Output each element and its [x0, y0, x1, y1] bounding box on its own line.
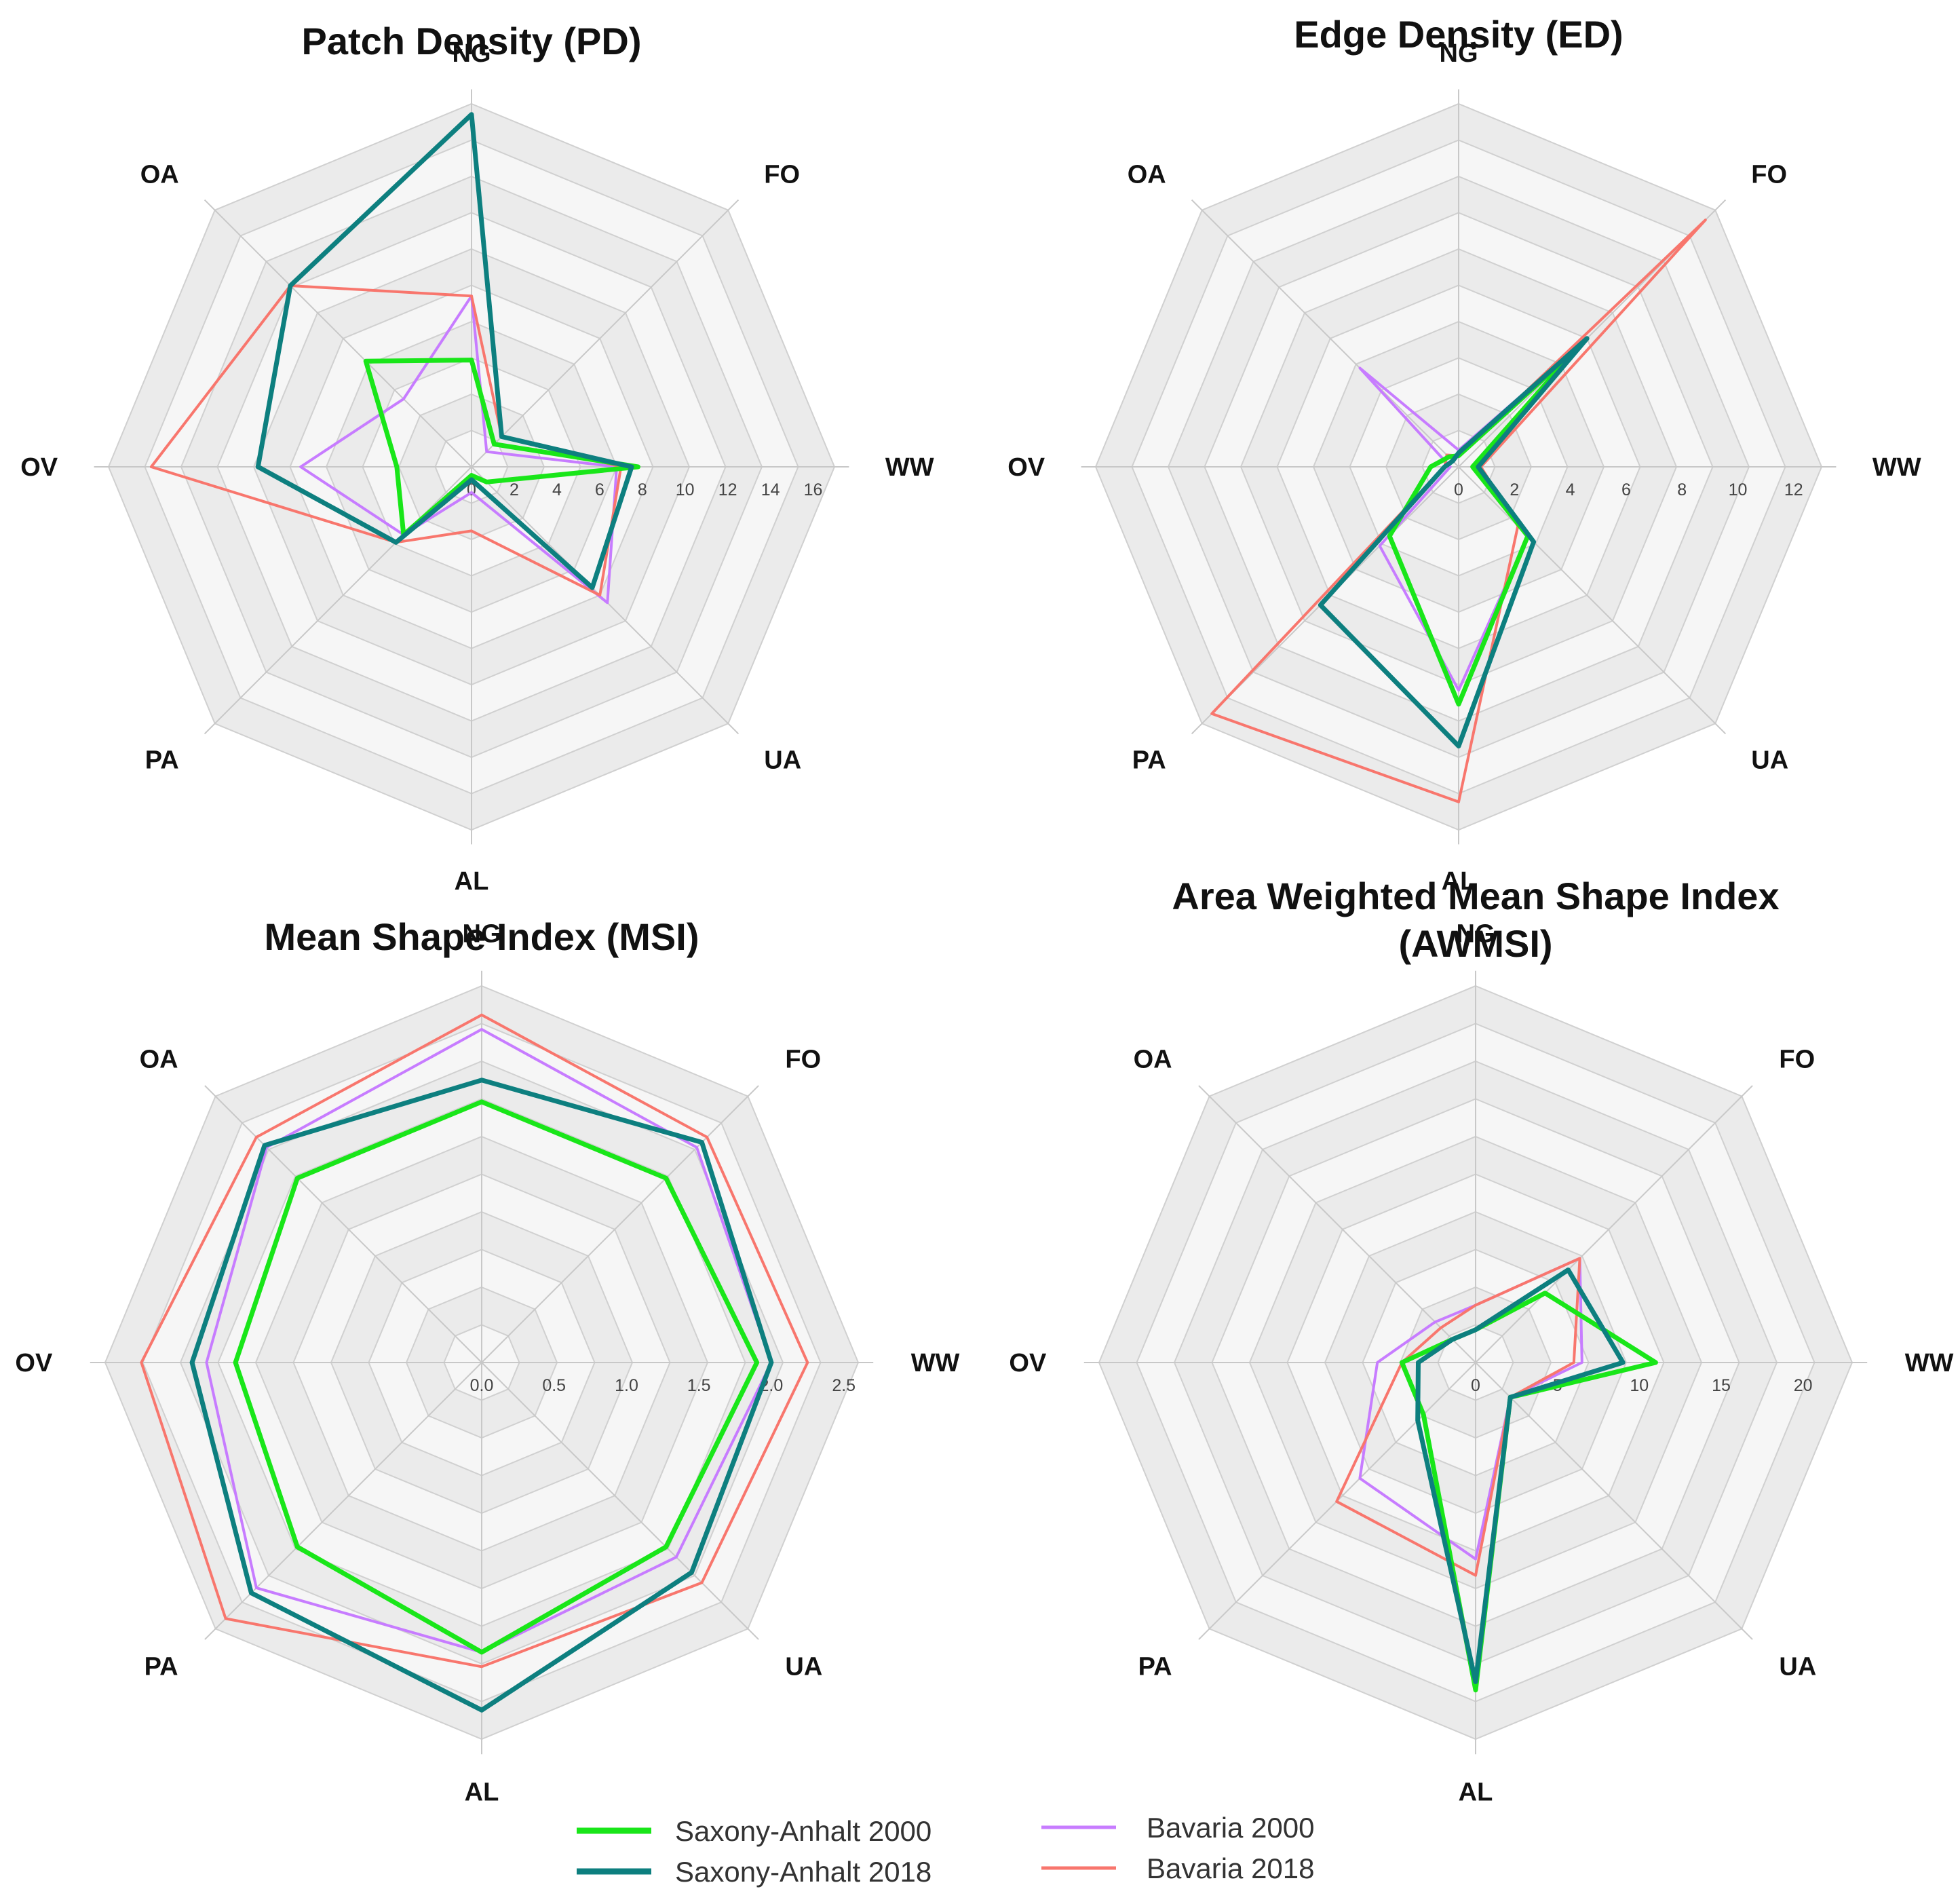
axis-label-oa: OA — [1134, 1046, 1172, 1074]
series-saxony-anhalt-2000 — [1399, 1291, 1658, 1693]
axis-label-ov: OV — [1009, 1349, 1047, 1377]
axis-label-pa: PA — [1132, 746, 1166, 774]
axis-label-ww: WW — [885, 453, 934, 482]
tick-label: 16 — [804, 480, 823, 499]
axis-label-fo: FO — [785, 1046, 821, 1074]
chart-title: (AWMSI) — [1398, 922, 1552, 965]
tick-label: 1.5 — [687, 1376, 711, 1395]
axis-label-oa: OA — [140, 161, 179, 189]
chart-title: Edge Density (ED) — [1294, 13, 1623, 56]
axis-label-al: AL — [1442, 867, 1476, 896]
axis-label-ua: UA — [1779, 1652, 1816, 1681]
axis-label-fo: FO — [764, 161, 800, 189]
tick-label: 15 — [1712, 1376, 1731, 1395]
tick-label: 1.0 — [615, 1376, 638, 1395]
tick-label: 8 — [638, 480, 647, 499]
axis-label-al: AL — [465, 1778, 499, 1807]
tick-label: 0.0 — [470, 1376, 494, 1395]
tick-label: 2 — [1510, 480, 1519, 499]
legend: Saxony-Anhalt 2000 Saxony-Anhalt 2018 Ba… — [577, 1812, 1315, 1888]
tick-label: 0.5 — [542, 1376, 566, 1395]
chart-title: Mean Shape Index (MSI) — [265, 915, 699, 958]
tick-label: 6 — [1621, 480, 1631, 499]
axis-label-ng: NG — [463, 919, 501, 948]
series-saxony-anhalt-2018 — [1318, 336, 1590, 748]
legend-label-saxony-anhalt-2000: Saxony-Anhalt 2000 — [675, 1815, 931, 1847]
axis-label-ww: WW — [1905, 1349, 1954, 1377]
axis-label-ww: WW — [911, 1349, 960, 1377]
axis-label-ua: UA — [764, 746, 801, 774]
tick-label: 0 — [1471, 1376, 1480, 1395]
series-bavaria-2018 — [140, 1013, 809, 1669]
series-saxony-anhalt-2018 — [1415, 1268, 1626, 1684]
grid-spoke — [204, 1085, 482, 1363]
legend-label-saxony-anhalt-2018: Saxony-Anhalt 2018 — [675, 1856, 931, 1888]
tick-label: 2 — [510, 480, 519, 499]
axis-label-ov: OV — [1007, 453, 1045, 482]
tick-label: 14 — [761, 480, 780, 499]
axis-label-oa: OA — [140, 1046, 178, 1074]
tick-label: 4 — [1566, 480, 1575, 499]
grid-spoke — [471, 199, 739, 468]
tick-label: 12 — [1784, 480, 1803, 499]
radar-chart-2: 0 2 4 6 8 10 12 NG FO WW UA AL PA OV OA Edge Density (E… — [1007, 13, 1921, 896]
chart-title: Patch Density (PD) — [302, 20, 642, 62]
axis-label-pa: PA — [145, 746, 179, 774]
tick-label: 4 — [552, 480, 562, 499]
grid-spoke — [1191, 199, 1459, 468]
tick-label: 12 — [718, 480, 737, 499]
tick-label: 6 — [595, 480, 604, 499]
axis-label-oa: OA — [1128, 161, 1166, 189]
axis-label-ww: WW — [1872, 453, 1921, 482]
grid-spoke — [1475, 1085, 1753, 1363]
grid-spoke — [1198, 1085, 1476, 1363]
axis-label-al: AL — [455, 867, 489, 896]
series-bavaria-2018 — [1335, 1257, 1581, 1577]
tick-label: 2.5 — [832, 1376, 856, 1395]
axis-label-ng: NG — [1440, 39, 1478, 68]
legend-label-bavaria-2018: Bavaria 2018 — [1147, 1852, 1315, 1884]
series-bavaria-2000 — [299, 294, 618, 605]
axis-label-ng: NG — [1457, 919, 1495, 948]
axis-label-ov: OV — [15, 1349, 53, 1377]
grid-spoke — [204, 199, 472, 468]
series-saxony-anhalt-2000 — [233, 1099, 760, 1655]
tick-label: 10 — [676, 480, 695, 499]
grid-spoke — [481, 1085, 759, 1363]
axis-label-ng: NG — [453, 39, 491, 68]
tick-label: 8 — [1677, 480, 1687, 499]
tick-label: 10 — [1729, 480, 1748, 499]
tick-label: 0 — [1454, 480, 1463, 499]
axis-label-fo: FO — [1779, 1046, 1815, 1074]
axis-label-al: AL — [1459, 1778, 1493, 1807]
axis-label-pa: PA — [1138, 1652, 1172, 1681]
tick-label: 10 — [1630, 1376, 1649, 1395]
legend-label-bavaria-2000: Bavaria 2000 — [1147, 1812, 1315, 1844]
grid-spoke — [1458, 466, 1727, 735]
grid-spoke — [1475, 1362, 1753, 1640]
series-saxony-anhalt-2000 — [363, 358, 640, 537]
axis-label-pa: PA — [145, 1652, 178, 1681]
axis-label-fo: FO — [1751, 161, 1787, 189]
axis-label-ov: OV — [20, 453, 58, 482]
axis-label-ua: UA — [785, 1652, 822, 1681]
axis-label-ua: UA — [1751, 746, 1788, 774]
chart-title: Area Weighted Mean Shape Index — [1172, 875, 1779, 917]
series-saxony-anhalt-2018 — [255, 112, 634, 590]
charts-layer: 0 2 4 6 8 10 12 14 16 NG FO WW UA AL PA OV OA Patch Densi… — [15, 13, 1953, 1807]
tick-label: 20 — [1794, 1376, 1813, 1395]
series-saxony-anhalt-2018 — [189, 1078, 774, 1713]
grid-spoke — [481, 1362, 759, 1640]
